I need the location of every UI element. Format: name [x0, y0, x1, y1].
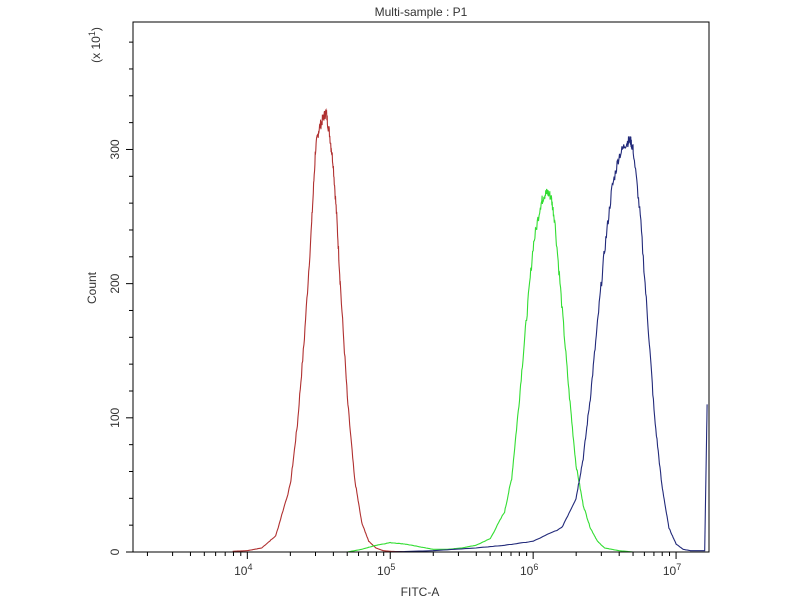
x-tick-label: 106: [520, 562, 538, 578]
series-line-3: [390, 136, 708, 553]
plot-frame: [132, 21, 710, 553]
chart-title: Multi-sample : P1: [375, 5, 468, 19]
x-tick-label: 107: [663, 562, 681, 578]
y-axis-label: Count: [85, 271, 99, 304]
axis-ticks: [126, 41, 677, 559]
y-tick-label: 300: [108, 139, 122, 159]
y-axis-multiplier: (x 101): [87, 27, 103, 63]
axis-tick-labels: 0 100 200 300 104 105 106 107: [108, 139, 681, 578]
x-axis-label: FITC-A: [401, 585, 440, 599]
y-tick-label: 100: [108, 407, 122, 427]
x-tick-label: 105: [377, 562, 395, 578]
histogram-series: [232, 108, 708, 553]
series-line-2: [347, 188, 634, 553]
y-tick-label: 200: [108, 273, 122, 293]
y-tick-label: 0: [108, 548, 122, 555]
series-line-1: [232, 108, 434, 553]
x-tick-label: 104: [234, 562, 252, 578]
